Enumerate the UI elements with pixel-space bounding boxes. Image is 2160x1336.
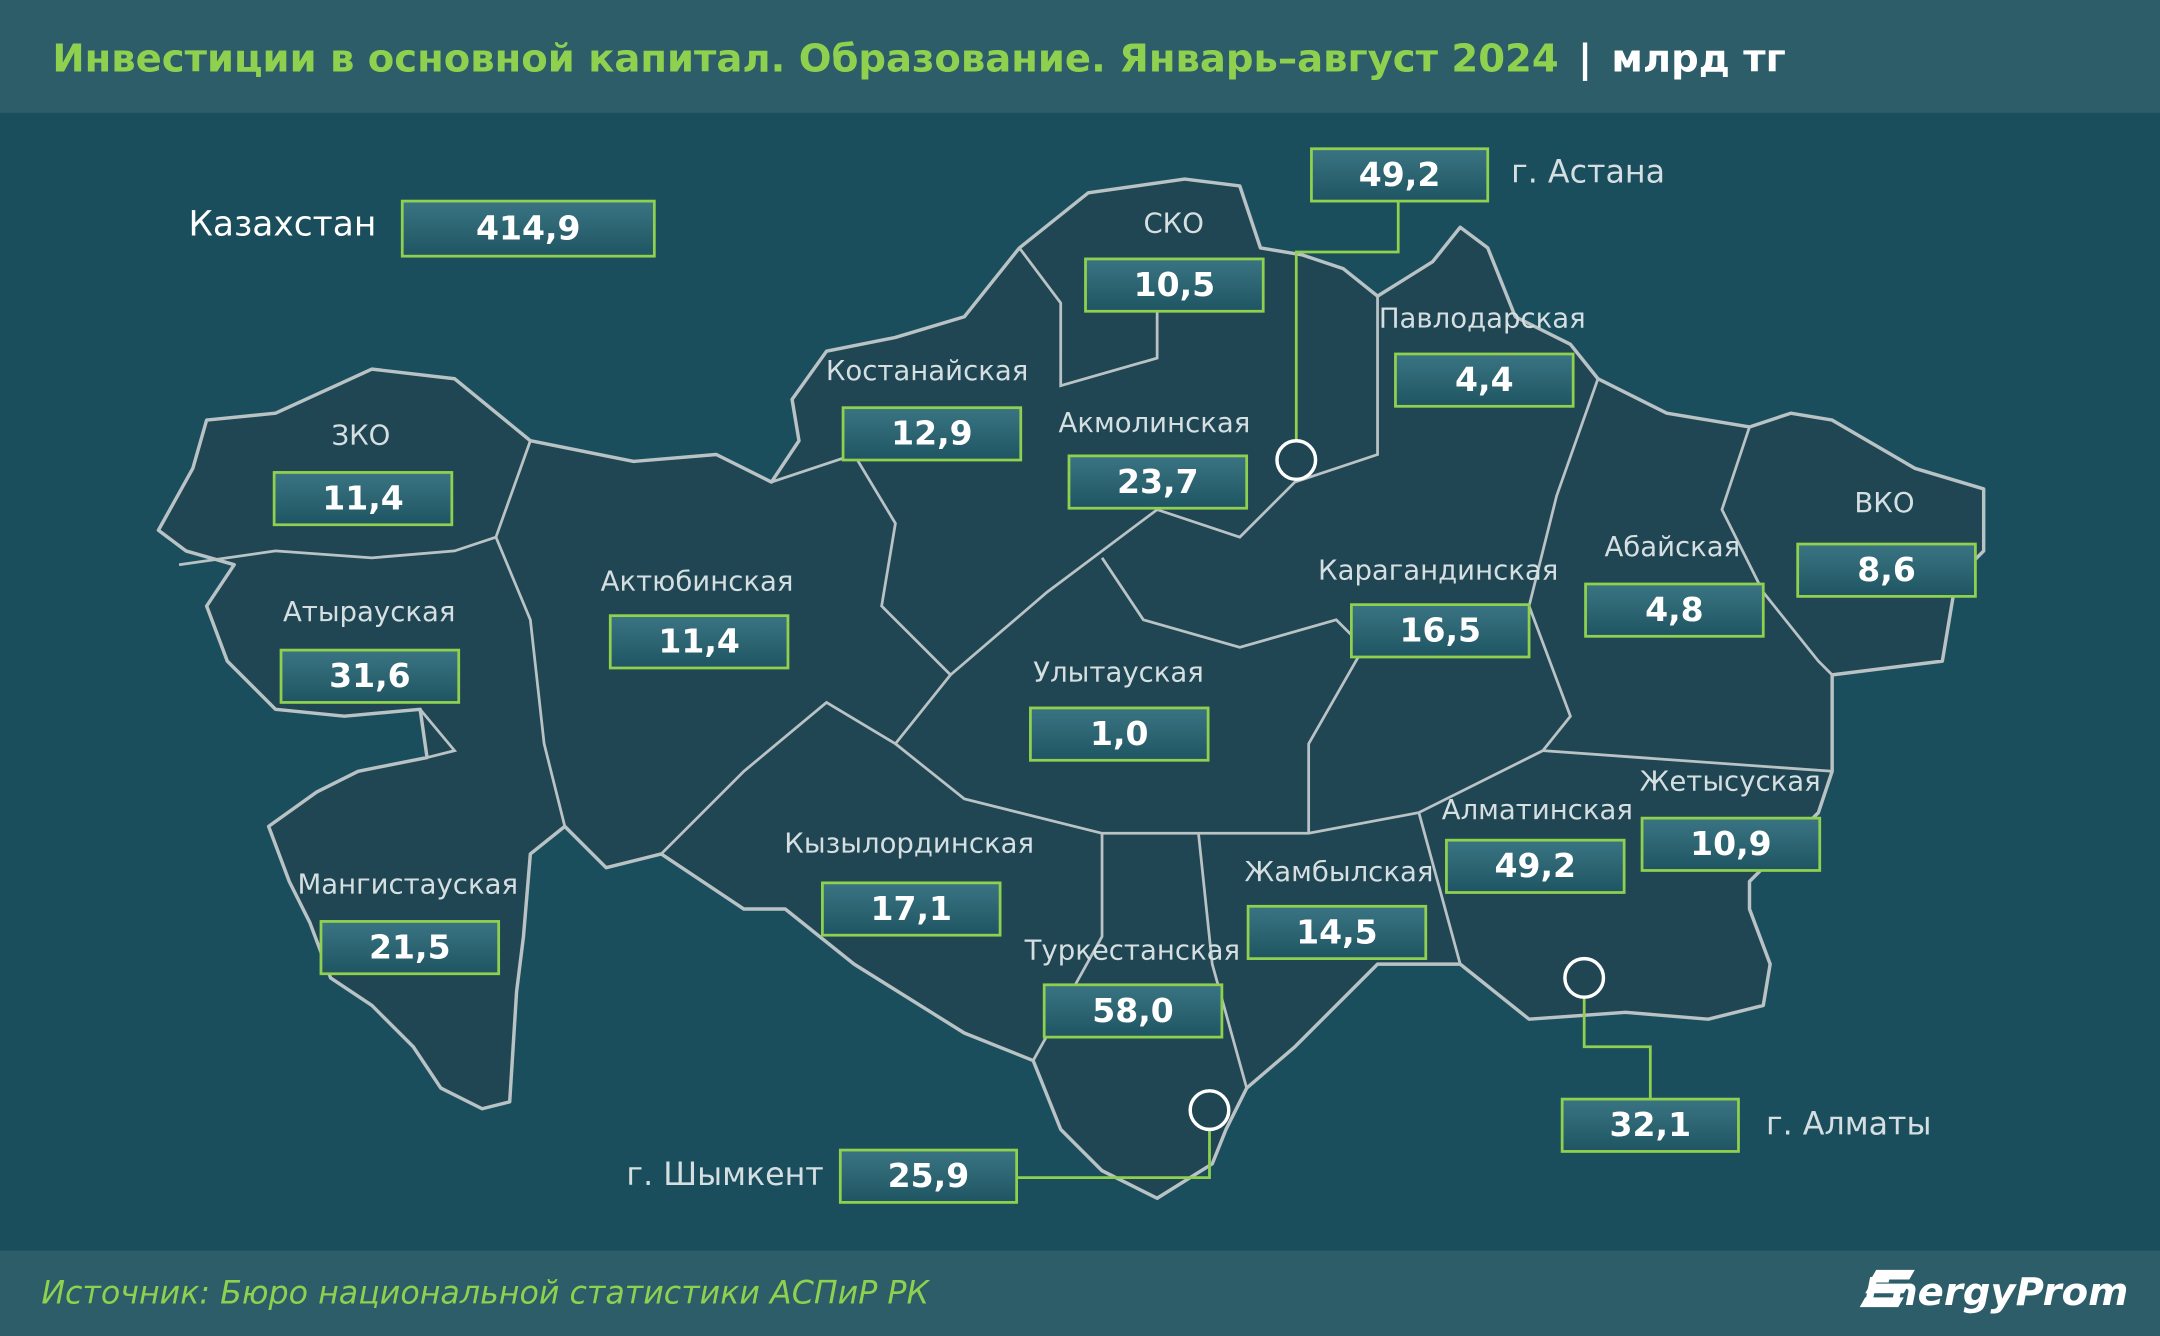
region-label: Павлодарская: [1379, 303, 1586, 335]
value-box: [1640, 816, 1822, 872]
value-label: 1,0: [1090, 714, 1149, 753]
region-label: Акмолинская: [1058, 407, 1250, 439]
value-box: [319, 920, 501, 976]
value-label: 49,2: [1359, 155, 1441, 194]
logo: EnergyProm: [1864, 1270, 2128, 1315]
value-label: 17,1: [870, 889, 952, 928]
value-label: 25,9: [888, 1156, 970, 1195]
region-label: Абайская: [1604, 531, 1740, 563]
region-label: Костанайская: [826, 355, 1028, 387]
value-label: 49,2: [1495, 846, 1577, 885]
value-box: [841, 406, 1023, 462]
value-label: 14,5: [1296, 912, 1378, 951]
value-box: [1246, 904, 1428, 960]
leader-lines: [1016, 199, 1652, 1179]
city-label: г. Алматы: [1766, 1106, 1931, 1142]
value-label: 4,4: [1455, 360, 1514, 399]
region-label: Карагандинская: [1318, 555, 1558, 587]
value-label: 11,4: [658, 622, 740, 661]
region-label: СКО: [1143, 208, 1203, 240]
value-box: [838, 1148, 1019, 1204]
region-label: ВКО: [1854, 487, 1914, 519]
source: Источник: Бюро национальной статистики А…: [41, 1276, 930, 1312]
region-label: Актюбинская: [601, 566, 794, 598]
footer-bar: [0, 1250, 2160, 1336]
value-box: [608, 614, 790, 670]
value-label: 12,9: [891, 414, 973, 453]
region-label: Алматинская: [1442, 794, 1633, 826]
logo-icon: [1859, 1269, 1915, 1308]
value-box: [1042, 983, 1224, 1039]
value-box: [279, 648, 461, 704]
value-label: 10,9: [1690, 824, 1772, 863]
value-label: 23,7: [1117, 462, 1199, 501]
value-box: [1310, 147, 1490, 203]
value-box: [1067, 454, 1249, 510]
region-label: Туркестанская: [1024, 935, 1240, 967]
value-label: 21,5: [369, 927, 451, 966]
region-label: Жетысуская: [1640, 765, 1821, 797]
value-box: [1029, 706, 1210, 762]
region-label: Мангистауская: [297, 869, 518, 901]
value-box: [272, 471, 454, 527]
value-label: 414,9: [476, 209, 581, 248]
title: Инвестиции в основной капитал. Образован…: [52, 36, 1785, 81]
value-box: [1560, 1097, 1740, 1153]
value-box: [1350, 603, 1531, 659]
region-label: ЗКО: [331, 420, 390, 452]
value-box: [1394, 352, 1575, 408]
value-label: 58,0: [1092, 991, 1174, 1030]
value-label: 31,6: [329, 656, 411, 695]
region-label: Атырауская: [283, 596, 455, 628]
value-box: [400, 199, 656, 258]
value-box: [1084, 257, 1265, 313]
value-box: [1796, 542, 1977, 598]
region-borders: [178, 247, 1834, 1089]
country-outline: [156, 177, 1986, 1200]
value-box: [1584, 582, 1765, 638]
value-label: 11,4: [322, 478, 404, 517]
total-label: Казахстан: [188, 204, 376, 244]
region-label: Жамбылская: [1245, 856, 1434, 888]
value-label: 16,5: [1399, 611, 1481, 650]
city-markers: [1188, 439, 1606, 1132]
value-box: [1445, 838, 1626, 894]
value-label: 4,8: [1645, 590, 1704, 629]
header-bar: [0, 0, 2160, 113]
region-label: Улытауская: [1033, 657, 1204, 689]
city-label: г. Шымкент: [626, 1157, 823, 1193]
value-label: 8,6: [1857, 550, 1916, 589]
value-label: 32,1: [1610, 1105, 1692, 1144]
value-label: 10,5: [1134, 265, 1216, 304]
city-label: г. Астана: [1511, 155, 1665, 191]
region-label: Кызылординская: [784, 827, 1034, 859]
value-box: [821, 881, 1002, 937]
